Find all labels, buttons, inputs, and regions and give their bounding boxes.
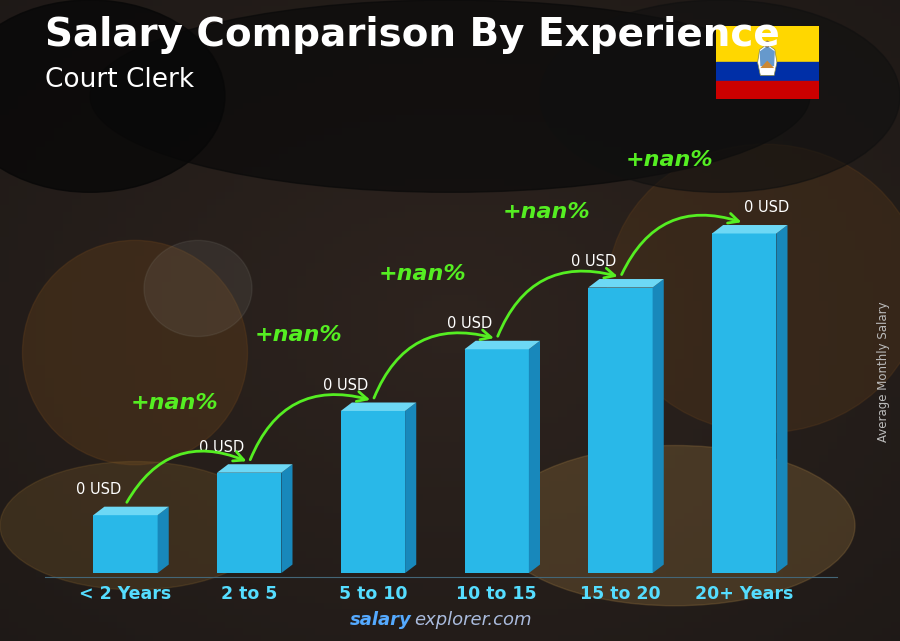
Polygon shape <box>712 233 777 573</box>
Text: +nan%: +nan% <box>502 202 590 222</box>
Ellipse shape <box>144 240 252 337</box>
Polygon shape <box>94 506 169 515</box>
Ellipse shape <box>0 462 270 590</box>
Polygon shape <box>589 279 664 288</box>
Polygon shape <box>760 61 774 68</box>
Polygon shape <box>529 341 540 573</box>
Polygon shape <box>464 349 529 573</box>
Polygon shape <box>758 44 777 76</box>
Polygon shape <box>282 464 292 573</box>
Text: salary: salary <box>349 612 411 629</box>
Text: 0 USD: 0 USD <box>76 482 121 497</box>
Ellipse shape <box>0 0 225 192</box>
Bar <box>716 26 819 62</box>
Text: explorer.com: explorer.com <box>414 612 532 629</box>
Ellipse shape <box>22 240 248 465</box>
Text: 0 USD: 0 USD <box>323 378 368 393</box>
Polygon shape <box>589 288 652 573</box>
Text: +nan%: +nan% <box>626 150 714 171</box>
Polygon shape <box>652 279 664 573</box>
Text: +nan%: +nan% <box>255 326 343 345</box>
Ellipse shape <box>90 0 810 192</box>
Text: Average Monthly Salary: Average Monthly Salary <box>878 301 890 442</box>
Text: Salary Comparison By Experience: Salary Comparison By Experience <box>45 16 779 54</box>
Polygon shape <box>464 341 540 349</box>
Bar <box>716 81 819 99</box>
Polygon shape <box>217 464 292 472</box>
Polygon shape <box>777 225 788 573</box>
Ellipse shape <box>540 0 900 192</box>
Polygon shape <box>158 506 169 573</box>
Polygon shape <box>712 225 788 233</box>
Text: +nan%: +nan% <box>379 263 466 284</box>
Circle shape <box>765 42 770 47</box>
Polygon shape <box>94 515 158 573</box>
Bar <box>716 62 819 81</box>
Text: +nan%: +nan% <box>131 393 219 413</box>
Polygon shape <box>217 472 282 573</box>
Text: 0 USD: 0 USD <box>199 440 245 454</box>
Polygon shape <box>341 411 405 573</box>
Text: Court Clerk: Court Clerk <box>45 67 194 94</box>
Text: 0 USD: 0 USD <box>571 254 616 269</box>
Text: 0 USD: 0 USD <box>446 316 492 331</box>
Ellipse shape <box>608 144 900 433</box>
Polygon shape <box>405 403 416 573</box>
Ellipse shape <box>495 445 855 606</box>
Text: 0 USD: 0 USD <box>743 201 789 215</box>
Polygon shape <box>760 46 775 66</box>
Polygon shape <box>341 403 416 411</box>
